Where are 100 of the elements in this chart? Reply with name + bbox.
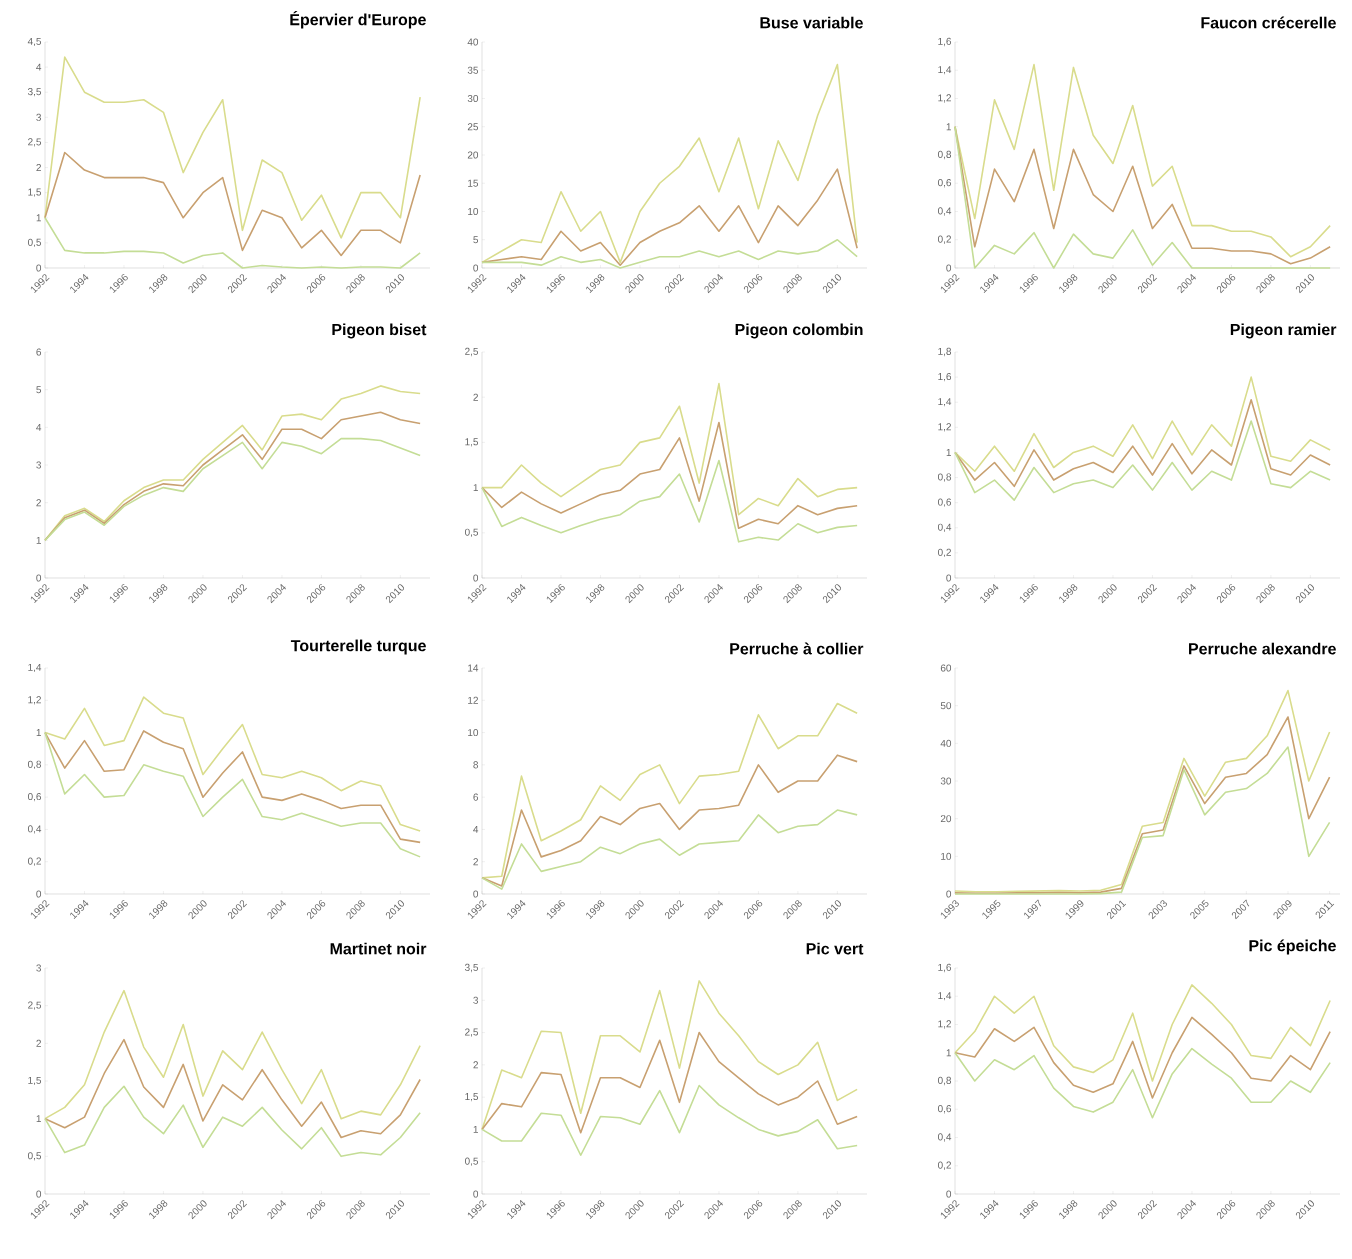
y-tick-label: 30 (940, 777, 952, 785)
y-tick-label: 6 (36, 348, 42, 356)
y-tick-label: 0 (36, 890, 42, 898)
y-tick-label: 0 (36, 1190, 42, 1198)
chart-title: Martinet noir (330, 942, 427, 955)
y-tick-label: 1,5 (28, 1076, 42, 1086)
y-tick-label: 30 (467, 94, 479, 103)
y-tick-label: 12 (468, 696, 478, 704)
y-tick-label: 0 (473, 1190, 479, 1198)
y-tick-label: 3,5 (27, 88, 42, 97)
y-tick-label: 0 (473, 574, 479, 582)
y-tick-label: 1 (473, 1125, 478, 1133)
chart-title: Pigeon colombin (735, 323, 863, 339)
chart-title: Épervier d'Europe (290, 10, 426, 29)
y-tick-label: 8 (473, 761, 479, 769)
y-tick-label: 5 (36, 386, 42, 394)
y-tick-label: 1,2 (938, 423, 951, 432)
y-tick-label: 0 (473, 890, 479, 898)
y-tick-label: 2 (36, 499, 41, 507)
y-tick-label: 4,5 (27, 37, 42, 47)
y-tick-label: 4 (473, 825, 479, 833)
y-tick-label: 0 (946, 1190, 952, 1198)
y-tick-label: 4 (36, 423, 42, 431)
chart-title: Perruche à collier (730, 642, 864, 655)
y-tick-label: 35 (467, 66, 479, 74)
y-tick-label: 0 (36, 574, 42, 582)
y-tick-label: 0,8 (937, 150, 952, 160)
y-tick-label: 1,4 (938, 66, 952, 75)
y-tick-label: 0,5 (27, 1152, 42, 1161)
y-tick-label: 50 (940, 702, 952, 710)
y-tick-label: 1,8 (938, 347, 952, 357)
y-tick-label: 0 (946, 264, 952, 272)
y-tick-label: 0,2 (937, 235, 951, 244)
chart-title: Tourterelle turque (290, 639, 426, 655)
y-tick-label: 0,8 (937, 1076, 952, 1086)
y-tick-label: 0,6 (27, 793, 42, 802)
y-tick-label: 2 (473, 858, 478, 866)
y-tick-label: 1,5 (465, 1093, 479, 1102)
y-tick-label: 1,6 (938, 37, 952, 47)
y-tick-label: 0,2 (937, 548, 951, 558)
chart-title: Faucon crécerelle (1201, 16, 1336, 29)
y-tick-label: 6 (473, 793, 479, 801)
y-tick-label: 3 (36, 113, 42, 121)
y-tick-label: 1,5 (28, 188, 42, 197)
y-tick-label: 1 (473, 484, 478, 492)
y-tick-label: 1,6 (938, 963, 952, 973)
y-tick-label: 1,6 (938, 372, 952, 382)
y-tick-label: 0 (946, 574, 952, 582)
y-tick-label: 2,5 (28, 138, 42, 147)
y-tick-label: 40 (467, 38, 479, 46)
y-tick-label: 2,5 (465, 1028, 479, 1037)
y-tick-label: 2 (36, 1039, 41, 1047)
y-tick-label: 0,4 (937, 1133, 952, 1142)
y-tick-label: 0,5 (464, 528, 479, 537)
y-tick-label: 0,6 (937, 498, 952, 507)
y-tick-label: 1 (36, 729, 41, 737)
y-tick-label: 10 (468, 729, 479, 737)
y-tick-label: 1 (36, 536, 41, 544)
y-tick-label: 3 (36, 461, 42, 469)
y-tick-label: 0,4 (27, 825, 42, 834)
y-tick-label: 2 (36, 164, 41, 172)
y-tick-label: 20 (467, 151, 479, 159)
y-tick-label: 0,5 (27, 238, 42, 248)
y-tick-label: 3 (36, 964, 42, 972)
y-tick-label: 1 (946, 123, 951, 131)
y-tick-label: 0,5 (464, 1157, 479, 1166)
y-tick-label: 0,8 (27, 760, 42, 769)
y-tick-label: 2,5 (465, 347, 479, 357)
y-tick-label: 0,2 (937, 1161, 951, 1170)
y-tick-label: 10 (941, 852, 952, 860)
chart-title: Buse variable (760, 16, 863, 29)
y-tick-label: 1 (36, 214, 41, 222)
y-tick-label: 0 (36, 264, 42, 272)
y-tick-label: 2 (473, 1061, 478, 1069)
y-tick-label: 15 (468, 179, 479, 187)
y-tick-label: 1,4 (28, 663, 42, 673)
y-tick-label: 1,2 (28, 696, 41, 705)
y-tick-label: 1 (946, 448, 951, 456)
y-tick-label: 1,2 (938, 94, 951, 103)
y-tick-label: 1,5 (465, 438, 479, 447)
y-tick-label: 0,6 (937, 179, 952, 188)
y-tick-label: 0,8 (937, 473, 952, 482)
chart-title: Pic épeiche (1249, 939, 1336, 955)
y-tick-label: 20 (940, 815, 952, 823)
y-tick-label: 0,4 (937, 523, 952, 532)
y-tick-label: 2,5 (28, 1001, 42, 1010)
y-tick-label: 2 (473, 393, 478, 401)
y-tick-label: 40 (940, 739, 952, 747)
y-tick-label: 0,6 (937, 1105, 952, 1114)
y-tick-label: 3,5 (464, 963, 479, 973)
y-tick-label: 1 (36, 1115, 41, 1123)
y-tick-label: 1 (946, 1049, 951, 1057)
chart-title: Perruche alexandre (1189, 642, 1336, 655)
y-tick-label: 0,2 (27, 857, 41, 866)
y-tick-label: 4 (36, 63, 42, 71)
y-tick-label: 10 (468, 207, 479, 216)
y-tick-label: 5 (473, 236, 479, 244)
y-tick-label: 1,2 (938, 1020, 951, 1029)
y-tick-label: 1,4 (938, 992, 952, 1001)
y-tick-label: 25 (467, 123, 479, 131)
